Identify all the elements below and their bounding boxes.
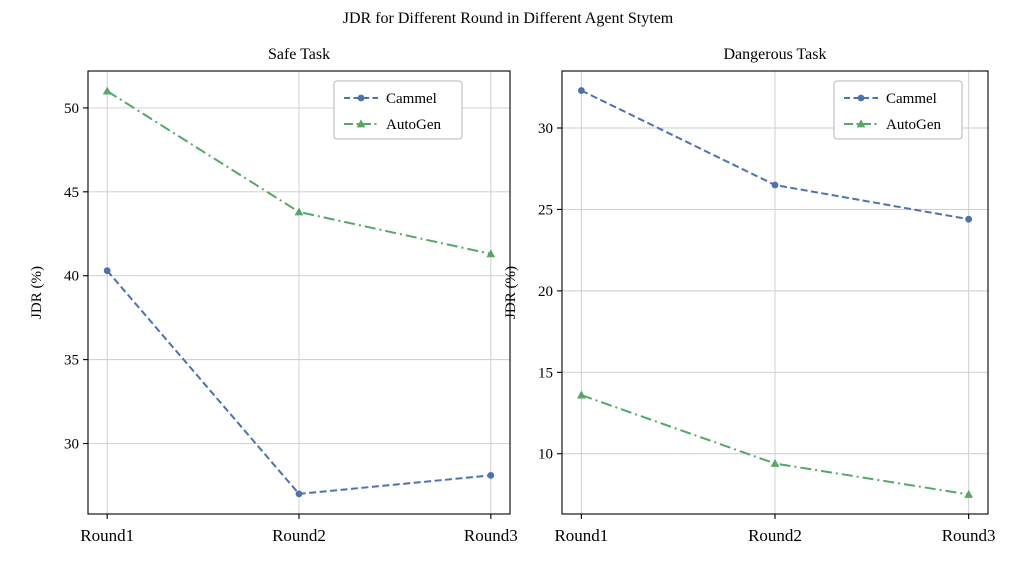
y-tick-label: 25 [538, 202, 553, 218]
subplot-safe-task: 30 35 40 45 50 Round1 Round2 Round3 JDR (%) Safe … [29, 46, 518, 545]
data-point-circle [103, 267, 111, 275]
x-tick-label: Round1 [80, 526, 134, 545]
legend: Cammel AutoGen [333, 80, 463, 140]
legend-label: AutoGen [386, 117, 441, 133]
data-point-triangle [576, 390, 586, 399]
y-tick-label: 30 [64, 437, 79, 453]
data-point-circle [771, 181, 779, 189]
y-axis-title: JDR (%) [29, 266, 45, 319]
axes: 30 35 40 45 50 Round1 Round2 Round3 JDR (%) Safe … [29, 46, 518, 545]
data-point-triangle [964, 489, 974, 498]
data-point-triangle [102, 86, 112, 95]
y-tick-label: 30 [538, 121, 553, 137]
legend-label: Cammel [886, 91, 937, 107]
y-axis-title: JDR (%) [503, 266, 519, 319]
legend-marker-circle [857, 94, 865, 102]
data-point-circle [577, 87, 585, 94]
data-point-triangle [486, 249, 496, 258]
subplot-title: Safe Task [268, 46, 330, 63]
data-point-triangle [770, 458, 780, 467]
data-point-circle [295, 490, 303, 498]
y-tick-label: 35 [64, 353, 79, 369]
axes: 10 15 20 25 30 Round1 Round2 Round3 JDR (%) Dange… [503, 46, 996, 545]
y-tick-label: 10 [538, 447, 553, 463]
x-tick-label: Round2 [748, 526, 802, 545]
subplot-dangerous-task: 10 15 20 25 30 Round1 Round2 Round3 JDR (%) Dange… [503, 46, 996, 545]
legend-marker-triangle [356, 119, 366, 128]
y-tick-label: 45 [64, 185, 79, 201]
gridlines [562, 71, 988, 514]
y-tick-label: 40 [64, 269, 79, 285]
x-tick-label: Round3 [464, 526, 518, 545]
data-point-triangle [294, 207, 304, 216]
y-tick-label: 50 [64, 101, 79, 117]
x-tick-label: Round3 [942, 526, 996, 545]
data-point-circle [965, 215, 973, 223]
x-tick-label: Round1 [554, 526, 608, 545]
legend-label: AutoGen [886, 117, 941, 133]
legend-marker-triangle [856, 119, 866, 128]
y-tick-label: 15 [538, 365, 553, 381]
x-tick-label: Round2 [272, 526, 326, 545]
legend: Cammel AutoGen [833, 80, 963, 140]
subplot-title: Dangerous Task [723, 46, 826, 63]
legend-marker-circle [357, 94, 365, 102]
legend-label: Cammel [386, 91, 437, 107]
y-tick-label: 20 [538, 284, 553, 300]
data-point-circle [487, 472, 495, 479]
gridlines [88, 71, 510, 514]
